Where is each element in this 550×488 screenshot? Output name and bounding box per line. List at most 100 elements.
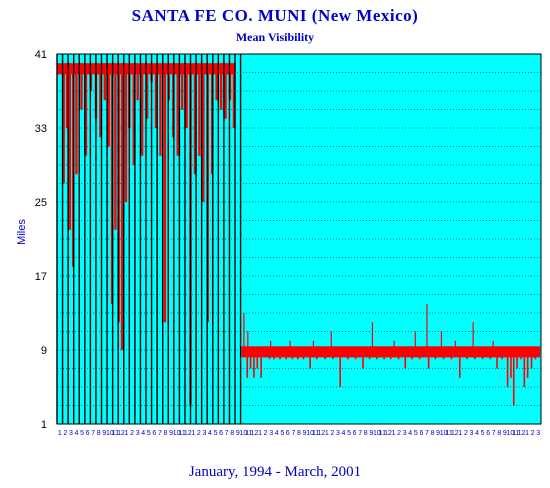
- x-tick-label: 1: [325, 430, 329, 437]
- visibility-bar: [136, 63, 139, 101]
- x-tick-label: 5: [80, 430, 84, 437]
- x-tick-label: 7: [158, 430, 162, 437]
- x-tick-label: 4: [342, 430, 346, 437]
- x-tick-label: 11: [245, 430, 252, 437]
- visibility-bar: [426, 303, 428, 350]
- x-tick-label: 1: [458, 430, 462, 437]
- visibility-bar: [414, 331, 416, 350]
- x-tick-label: 11: [179, 430, 186, 437]
- x-tick-label: 4: [275, 430, 279, 437]
- visibility-bar: [246, 350, 249, 378]
- visibility-bar: [376, 350, 378, 360]
- x-tick-label: 5: [481, 430, 485, 437]
- x-tick-label: 12: [317, 430, 325, 437]
- visibility-bar: [458, 350, 461, 378]
- x-tick-label: 2: [397, 430, 401, 437]
- visibility-bar: [309, 350, 311, 369]
- x-tick-label: 2: [197, 430, 201, 437]
- visibility-bar: [418, 350, 421, 360]
- visibility-bar: [224, 63, 227, 119]
- visibility-bar: [312, 340, 315, 350]
- visibility-bar: [496, 350, 498, 369]
- visibility-bar: [466, 350, 468, 360]
- visibility-bar: [163, 63, 167, 323]
- x-tick-label: 12: [184, 430, 192, 437]
- visibility-bar: [185, 63, 188, 128]
- x-tick-label: 5: [280, 430, 284, 437]
- visibility-bar: [285, 350, 288, 360]
- visibility-bar: [270, 340, 272, 350]
- visibility-bar: [472, 322, 474, 350]
- visibility-bar: [68, 63, 71, 230]
- x-tick-label: 11: [446, 430, 453, 437]
- x-tick-label: 3: [69, 430, 73, 437]
- visibility-bar: [99, 63, 102, 138]
- visibility-bar: [132, 63, 135, 165]
- x-tick-label: 7: [492, 430, 496, 437]
- x-tick-label: 3: [136, 430, 140, 437]
- visibility-bar: [114, 63, 117, 230]
- chart-subtitle: Mean Visibility: [235, 30, 315, 44]
- visibility-bar: [176, 63, 179, 156]
- x-tick-label: 6: [152, 430, 156, 437]
- visibility-bar: [393, 340, 395, 350]
- visibility-bar: [145, 63, 149, 119]
- visibility-bar: [404, 350, 407, 369]
- visibility-bar: [297, 350, 299, 360]
- y-tick-label: 9: [41, 345, 47, 357]
- visibility-bar: [80, 63, 83, 110]
- x-tick-label: 1: [125, 430, 129, 437]
- visibility-bar: [159, 63, 162, 156]
- visibility-bar: [332, 350, 334, 360]
- x-tick-label: 11: [379, 430, 386, 437]
- x-tick-label: 8: [230, 430, 234, 437]
- visibility-bar: [249, 350, 252, 369]
- visibility-bar: [492, 340, 494, 350]
- x-tick-label: 1: [525, 430, 529, 437]
- x-tick-label: 7: [358, 430, 362, 437]
- x-tick-label: 3: [336, 430, 340, 437]
- x-tick-label: 7: [225, 430, 229, 437]
- visibility-bar: [354, 350, 357, 360]
- y-tick-label: 17: [35, 271, 47, 283]
- x-tick-label: 8: [297, 430, 301, 437]
- x-tick-label: 7: [91, 430, 95, 437]
- x-tick-label: 6: [419, 430, 423, 437]
- x-tick-label: 1: [258, 430, 262, 437]
- x-tick-label: 8: [97, 430, 101, 437]
- visibility-bar: [247, 331, 249, 350]
- visibility-bar: [120, 63, 124, 350]
- x-tick-label: 10: [173, 430, 181, 437]
- visibility-bar: [243, 313, 245, 350]
- visibility-bar: [512, 350, 515, 406]
- visibility-bar: [516, 350, 518, 369]
- visibility-bar: [268, 350, 271, 360]
- x-tick-label: 12: [117, 430, 125, 437]
- visibility-bar: [140, 63, 144, 156]
- x-tick-label: 8: [431, 430, 435, 437]
- visibility-bar: [534, 350, 537, 360]
- visibility-bar: [193, 63, 197, 175]
- visibility-bar: [389, 350, 392, 360]
- x-tick-label: 7: [425, 430, 429, 437]
- x-tick-label: 10: [106, 430, 114, 437]
- x-tick-label: 2: [464, 430, 468, 437]
- x-tick-label: 4: [208, 430, 212, 437]
- visibility-bar: [454, 340, 456, 350]
- visibility-bar: [273, 350, 275, 360]
- x-tick-label: 1: [392, 430, 396, 437]
- x-tick-label: 3: [202, 430, 206, 437]
- x-tick-label: 8: [364, 430, 368, 437]
- x-tick-label: 6: [353, 430, 357, 437]
- y-tick-label: 1: [41, 419, 47, 431]
- plot-frame: [56, 53, 542, 425]
- visibility-bar: [219, 63, 223, 110]
- visibility-bar: [450, 350, 453, 360]
- visibility-bar: [260, 350, 262, 378]
- x-tick-label: 2: [531, 430, 535, 437]
- x-tick-label: 9: [369, 430, 373, 437]
- x-tick-label: 7: [291, 430, 295, 437]
- x-tick-label: 9: [503, 430, 507, 437]
- visibility-bar: [368, 350, 371, 360]
- x-tick-label: 6: [219, 430, 223, 437]
